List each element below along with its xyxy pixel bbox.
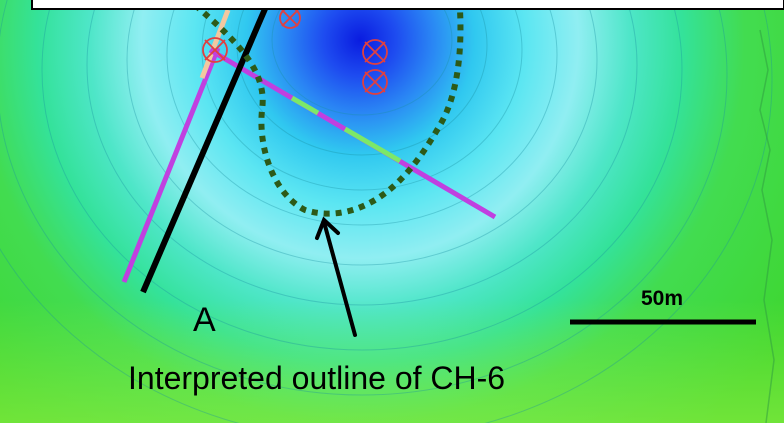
- drill-collar-symbol: [202, 7, 388, 95]
- interpreted-outline: [193, 2, 464, 217]
- outline-caption: Interpreted outline of CH-6: [128, 360, 506, 396]
- top-white-box: [31, 0, 784, 10]
- arrow-icon: [315, 216, 357, 337]
- scale-bar-label: 50m: [641, 287, 684, 310]
- section-line-a: [140, 0, 271, 294]
- section-end-label: A: [193, 301, 216, 339]
- right-boundary: [759, 29, 775, 423]
